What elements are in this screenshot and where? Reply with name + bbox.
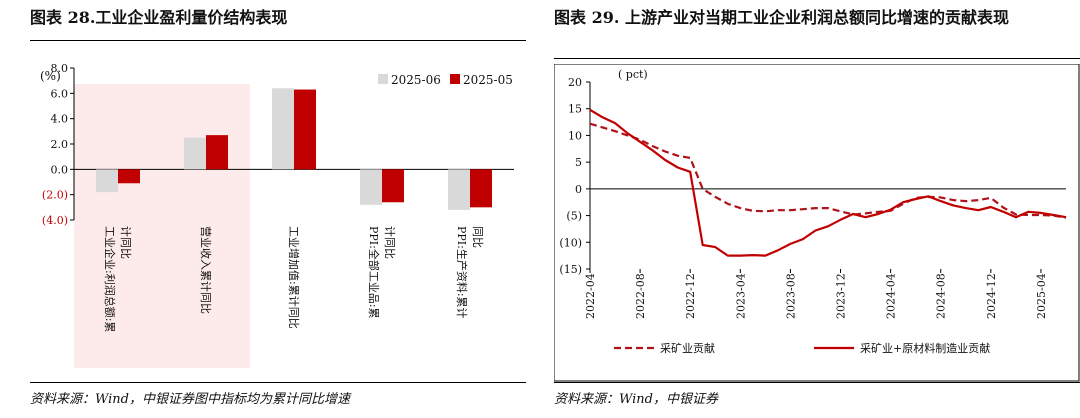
x-tick-label: 2023-04 [734,273,747,319]
x-tick-label: 2024-08 [935,273,948,319]
left-source-note: 资料来源：Wind，中银证券图中指标均为累计同比增速 [30,392,350,407]
bar-2025-06-0 [96,169,118,193]
right-source-note: 资料来源：Wind，中银证券 [554,392,718,407]
legend-label-0: 采矿业贡献 [660,341,715,355]
y-tick-label: 2.0 [51,138,69,151]
bar-2025-05-1 [206,135,228,170]
y-tick-label: (4.0) [42,214,68,227]
y-tick-label: 15 [568,103,582,116]
left-bottom-rule [30,382,526,383]
category-label-1: 营业收入累计同比 [199,226,213,314]
right-figure-title: 图表 29. 上游产业对当期工业企业利润总额同比增速的贡献表现 [554,8,1009,27]
left-bar-chart-svg: 8.06.04.02.00.0(2.0)(4.0)(%)工业企业:利润总额:累计… [40,62,514,368]
bar-2025-06-1 [184,137,206,170]
y-tick-label: 5 [575,156,582,169]
left-figure-title: 图表 28.工业企业盈利量价结构表现 [30,8,288,27]
x-tick-label: 2023-08 [784,273,797,319]
category-label-2: 工业增加值:累计同比 [287,226,301,329]
series-line-0 [589,122,1067,219]
y-tick-label: (5) [566,210,582,223]
series-line-1 [589,108,1067,257]
y-tick-label: 6.0 [51,87,69,100]
y-tick-label: (15) [559,263,582,276]
x-tick-label: 2024-12 [985,273,998,319]
y-unit-label: ( pct) [618,68,648,81]
x-tick-label: 2025-04 [1035,273,1048,319]
x-tick-label: 2022-12 [684,273,697,319]
legend-label-2025-05: 2025-05 [463,73,513,87]
category-label-3: 计同比 [383,226,396,259]
x-tick-label: 2022-04 [584,273,597,319]
right-title-rule [554,58,1080,59]
y-unit-label: (%) [40,69,61,83]
bar-2025-06-4 [448,169,470,210]
bar-2025-05-4 [470,169,492,208]
bar-2025-05-0 [118,169,140,184]
x-tick-label: 2024-04 [885,273,898,319]
bar-2025-05-3 [382,169,404,203]
y-tick-label: (2.0) [42,189,68,202]
right-figure-panel: 图表 29. 上游产业对当期工业企业利润总额同比增速的贡献表现 20 15 10 5 0… [548,0,1080,418]
right-chart: 20 15 10 5 0 (5) (10) (15) ( pct) 2022-04 2022-08 2… [553,63,1080,386]
x-tick-label: 2023-12 [835,273,848,319]
bar-2025-05-2 [294,89,316,170]
y-tick-label: 8.0 [51,62,69,75]
right-line-chart-svg: 20 15 10 5 0 (5) (10) (15) ( pct) 2022-04 2022-08 2… [553,63,1080,382]
highlight-band [74,84,250,368]
y-tick-label: 4.0 [51,113,69,126]
chart-frame [553,63,1080,382]
category-label-0: 计同比 [119,226,132,259]
legend-swatch-2025-06 [378,74,388,84]
category-label-0: 工业企业:利润总额:累 [103,226,117,332]
right-bottom-rule [554,382,1080,383]
legend-swatch-2025-05 [450,74,460,84]
category-label-4: 同比 [471,226,484,248]
category-label-3: PPI:全部工业品:累 [367,226,381,319]
y-tick-label: 0 [575,183,582,196]
left-figure-panel: 图表 28.工业企业盈利量价结构表现 8.0 6.0 4.0 2.0 0.0 (2.0) (… [0,0,532,418]
legend-label-2025-06: 2025-06 [391,73,441,87]
left-chart: 8.0 6.0 4.0 2.0 0.0 (2.0) (4.0) (%) 工业企业:利润总额:累计… [30,50,526,384]
legend-label-1: 采矿业+原材料制造业贡献 [860,341,990,355]
left-title-rule [30,40,526,41]
bar-2025-06-2 [272,88,294,170]
bar-2025-06-3 [360,169,382,205]
y-tick-label: 20 [568,76,582,89]
y-tick-label: (10) [559,236,582,249]
x-tick-label: 2022-08 [634,273,647,319]
category-label-4: PPI:生产资料:累计 [455,226,469,319]
y-tick-label: 10 [568,129,582,142]
y-tick-label: 0.0 [51,163,69,176]
